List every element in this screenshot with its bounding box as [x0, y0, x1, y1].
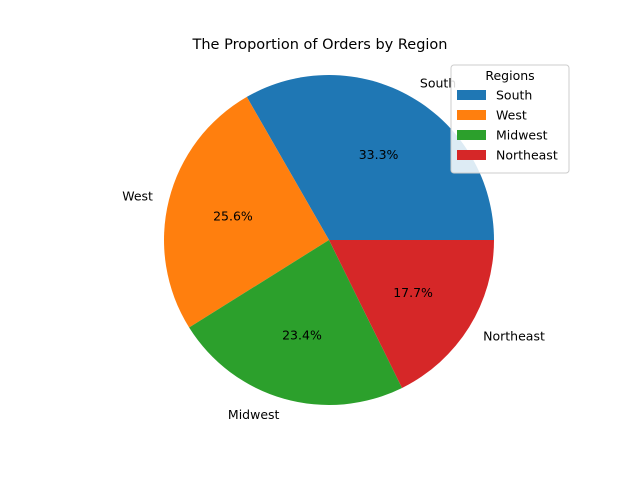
- slice-percentage-south: 33.3%: [359, 147, 399, 162]
- pie-slice-west: [163, 96, 329, 328]
- slice-label-northeast: Northeast: [483, 328, 545, 343]
- pie-slice-northeast: [329, 240, 494, 388]
- legend: Regions South West Midwest Northeast: [450, 64, 570, 174]
- legend-label-northeast: Northeast: [496, 148, 558, 163]
- legend-label-west: West: [496, 108, 527, 123]
- slice-percentage-northeast: 17.7%: [393, 285, 433, 300]
- legend-title: Regions: [485, 68, 534, 83]
- legend-label-south: South: [496, 88, 532, 103]
- slice-percentage-midwest: 23.4%: [282, 328, 322, 343]
- legend-swatch-northeast: [457, 150, 486, 160]
- slice-percentage-west: 25.6%: [213, 208, 253, 223]
- legend-swatch-south: [457, 90, 486, 100]
- pie-slices: [163, 75, 494, 405]
- pie-slice-south: [246, 75, 494, 240]
- slice-label-west: West: [122, 188, 153, 203]
- legend-label-midwest: Midwest: [496, 128, 548, 143]
- chart-title: The Proportion of Orders by Region: [192, 37, 448, 53]
- legend-items: South West Midwest Northeast: [457, 88, 558, 163]
- slice-labels: South West Midwest Northeast: [122, 75, 545, 422]
- percentage-labels: 33.3% 25.6% 23.4% 17.7%: [213, 147, 433, 343]
- slice-label-midwest: Midwest: [228, 407, 280, 422]
- legend-swatch-west: [457, 110, 486, 120]
- slice-label-south: South: [420, 75, 456, 90]
- legend-swatch-midwest: [457, 130, 486, 140]
- pie-slice-midwest: [189, 240, 403, 405]
